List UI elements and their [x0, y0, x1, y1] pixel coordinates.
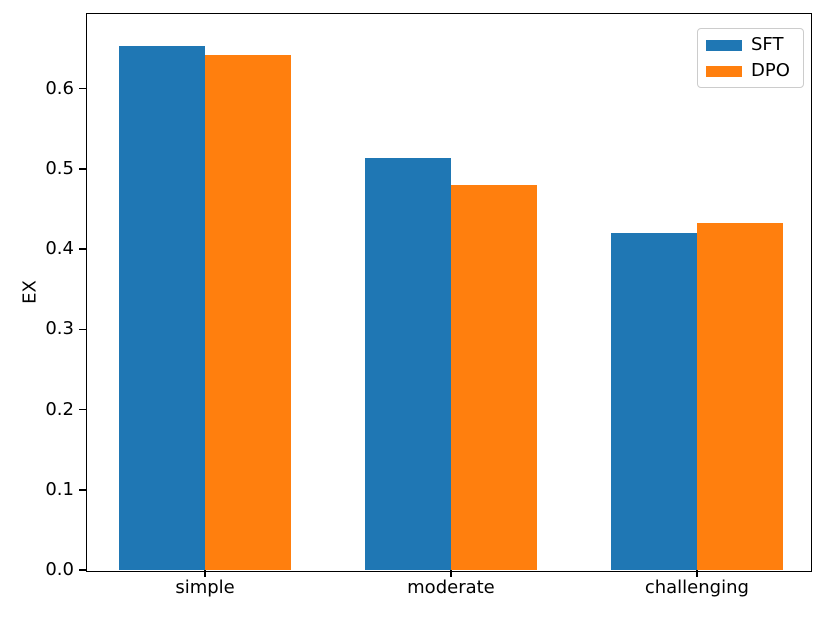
y-tick-label-0.3: 0.3 [45, 318, 74, 340]
legend: SFT DPO [697, 28, 804, 88]
legend-label-sft: SFT [751, 34, 784, 55]
legend-label-dpo: DPO [751, 60, 790, 81]
y-axis-label: EX [19, 280, 41, 304]
x-tick-mark-moderate [450, 570, 452, 577]
bar-dpo-moderate [450, 184, 538, 570]
x-tick-mark-challenging [696, 570, 698, 577]
x-tick-label-moderate: moderate [407, 577, 495, 598]
legend-item-dpo: DPO [706, 61, 795, 81]
y-tick-label-0: 0.0 [45, 559, 74, 580]
y-tick-mark-0.5 [79, 168, 86, 170]
y-tick-mark-0 [79, 569, 86, 571]
x-tick-label-challenging: challenging [644, 577, 749, 598]
bar-sft-simple [118, 46, 206, 570]
bar-sft-challenging [610, 233, 697, 570]
y-tick-mark-0.4 [79, 248, 86, 250]
x-tick-mark-simple [204, 570, 206, 577]
plot-area [79, 14, 810, 577]
y-tick-mark-0.3 [79, 328, 86, 331]
legend-item-sft: SFT [706, 35, 795, 55]
legend-swatch-dpo [706, 65, 742, 77]
y-tick-label-0.4: 0.4 [45, 238, 74, 260]
y-tick-mark-0.1 [79, 489, 86, 491]
bar-sft-moderate [364, 157, 451, 570]
bar-dpo-simple [205, 54, 292, 570]
x-tick-label-simple: simple [175, 577, 235, 598]
bar-dpo-challenging [696, 222, 783, 570]
y-tick-label-0.2: 0.2 [45, 398, 74, 420]
y-tick-mark-0.6 [79, 87, 86, 90]
legend-swatch-sft [706, 39, 742, 51]
y-tick-label-0.6: 0.6 [45, 77, 74, 99]
y-tick-mark-0.2 [79, 408, 86, 411]
y-tick-label-0.1: 0.1 [45, 478, 74, 500]
y-tick-label-0.5: 0.5 [45, 157, 74, 179]
